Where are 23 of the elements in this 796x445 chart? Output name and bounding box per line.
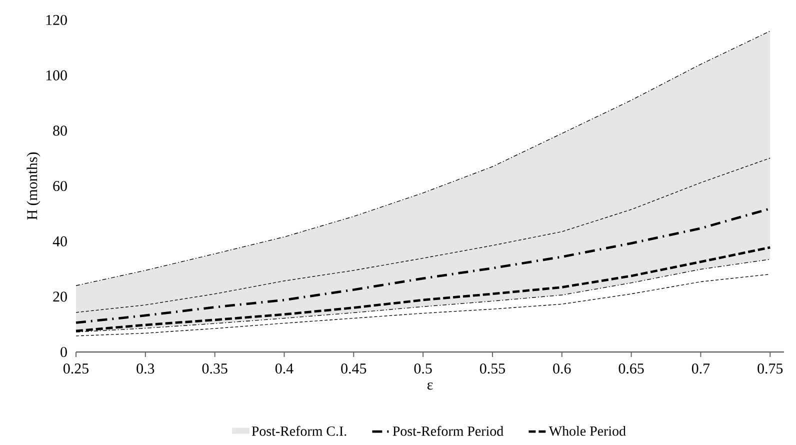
x-tick-label: 0.65 [618,363,644,374]
x-tick-label: 0.5 [414,363,432,374]
y-tick-label: 20 [53,292,67,302]
x-tick-label: 0.75 [758,363,783,374]
x-tick-label: 0.4 [275,363,294,374]
y-tick-label: 40 [52,236,67,246]
y-tick-label: 120 [46,14,67,26]
legend-label: Whole Period [548,426,626,436]
y-axis-title: H (months) [26,152,40,220]
x-tick-label: 0.3 [136,363,154,374]
x-tick-label: 0.35 [202,363,228,374]
legend-label: Post-Reform Period [392,426,504,436]
text: Post-Reform C.I. [252,426,346,436]
x-tick-label: 0.6 [553,363,571,374]
x-tick-label: 0.55 [480,363,505,374]
y-tick-label: 100 [46,70,67,80]
x-tick-label: 0.45 [341,363,366,374]
x-axis-title: ε [427,382,433,390]
x-tick-label: 0.25 [63,363,88,374]
y-tick-label: 60 [53,180,67,192]
y-tick-label: 80 [53,126,67,136]
y-tick-label: 0 [60,346,67,358]
x-tick-label: 0.7 [692,363,710,374]
